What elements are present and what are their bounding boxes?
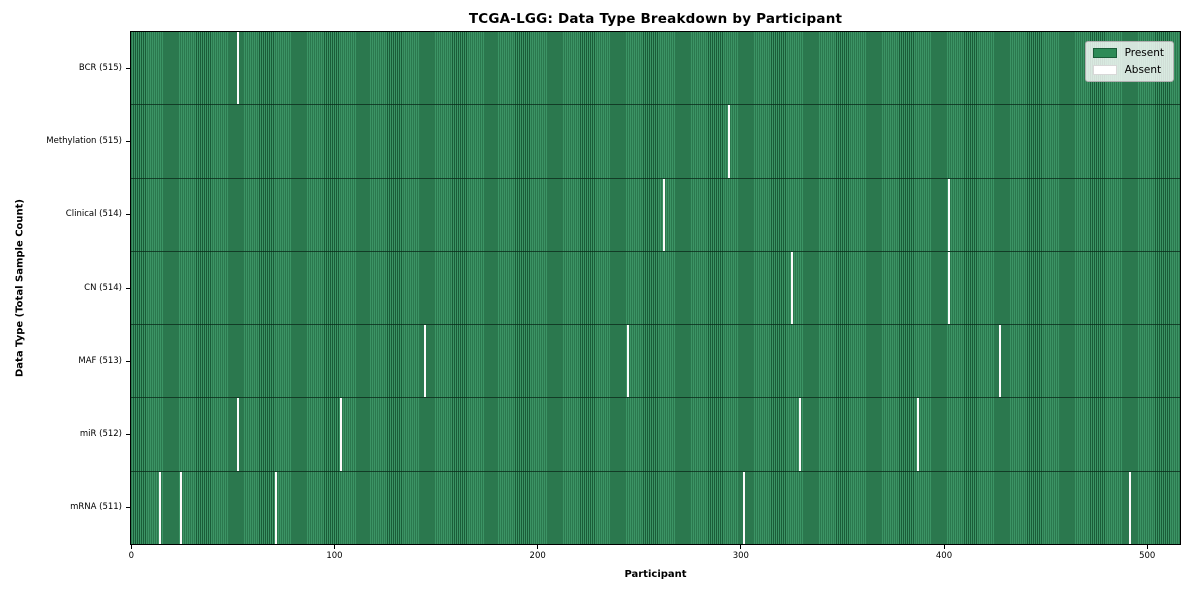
y-tick bbox=[126, 506, 130, 508]
x-tick-label: 0 bbox=[128, 551, 134, 561]
absent-marker bbox=[275, 471, 278, 544]
y-tick-label-methylation: Methylation (515) bbox=[46, 136, 122, 147]
x-axis-title: Participant bbox=[624, 569, 687, 580]
legend-swatch-absent bbox=[1092, 65, 1117, 75]
absent-marker bbox=[159, 471, 162, 544]
y-tick bbox=[126, 287, 130, 289]
plot-area: Present Absent bbox=[130, 31, 1181, 545]
absent-marker bbox=[663, 178, 666, 251]
y-tick bbox=[126, 141, 130, 143]
x-tick bbox=[740, 545, 742, 549]
legend-item-absent: Absent bbox=[1092, 64, 1164, 76]
absent-marker bbox=[947, 251, 950, 325]
y-tick-label-mir: miR (512) bbox=[79, 428, 122, 439]
absent-marker bbox=[947, 178, 950, 251]
absent-marker bbox=[791, 251, 794, 325]
absent-marker bbox=[728, 105, 731, 178]
legend-swatch-present bbox=[1092, 48, 1117, 58]
absent-marker bbox=[742, 471, 745, 544]
y-tick bbox=[126, 360, 130, 362]
absent-marker bbox=[179, 471, 182, 544]
x-tick bbox=[943, 545, 945, 549]
x-tick-label: 500 bbox=[1139, 551, 1156, 561]
absent-marker bbox=[998, 325, 1001, 398]
y-tick-label-clinical: Clinical (514) bbox=[65, 209, 122, 220]
chart-title: TCGA-LGG: Data Type Breakdown by Partici… bbox=[468, 11, 843, 27]
absent-marker bbox=[340, 398, 343, 471]
y-tick-label-maf: MAF (513) bbox=[78, 355, 122, 366]
x-tick-label: 200 bbox=[529, 551, 546, 561]
data-type-row-bcr bbox=[131, 32, 1180, 105]
x-tick bbox=[1146, 545, 1148, 549]
x-tick bbox=[333, 545, 335, 549]
y-tick bbox=[126, 214, 130, 216]
x-tick bbox=[537, 545, 539, 549]
y-tick-label-bcr: BCR (515) bbox=[78, 63, 122, 74]
absent-marker bbox=[917, 398, 920, 471]
data-type-row-mrna bbox=[131, 470, 1180, 544]
y-tick-label-mrna: mRNA (511) bbox=[70, 501, 122, 512]
x-tick bbox=[130, 545, 132, 549]
y-tick-label-cn: CN (514) bbox=[84, 282, 122, 293]
legend-item-present: Present bbox=[1092, 47, 1164, 59]
legend: Present Absent bbox=[1084, 41, 1174, 82]
absent-marker bbox=[799, 398, 802, 471]
absent-marker bbox=[626, 325, 629, 398]
data-type-row-cn bbox=[131, 250, 1180, 325]
x-tick-label: 400 bbox=[935, 551, 953, 561]
absent-marker bbox=[1128, 471, 1131, 544]
data-type-row-maf bbox=[131, 324, 1180, 398]
legend-label: Present bbox=[1124, 47, 1164, 59]
x-tick-label: 300 bbox=[732, 551, 749, 561]
absent-marker bbox=[236, 398, 239, 471]
y-tick bbox=[126, 433, 130, 435]
absent-marker bbox=[423, 325, 426, 398]
data-type-row-clinical bbox=[131, 177, 1180, 251]
y-tick bbox=[126, 68, 130, 70]
data-type-row-methylation bbox=[131, 104, 1180, 178]
legend-label: Absent bbox=[1124, 64, 1162, 76]
data-type-row-mir bbox=[131, 397, 1180, 471]
x-tick-label: 100 bbox=[326, 551, 343, 561]
absent-marker bbox=[236, 32, 239, 105]
